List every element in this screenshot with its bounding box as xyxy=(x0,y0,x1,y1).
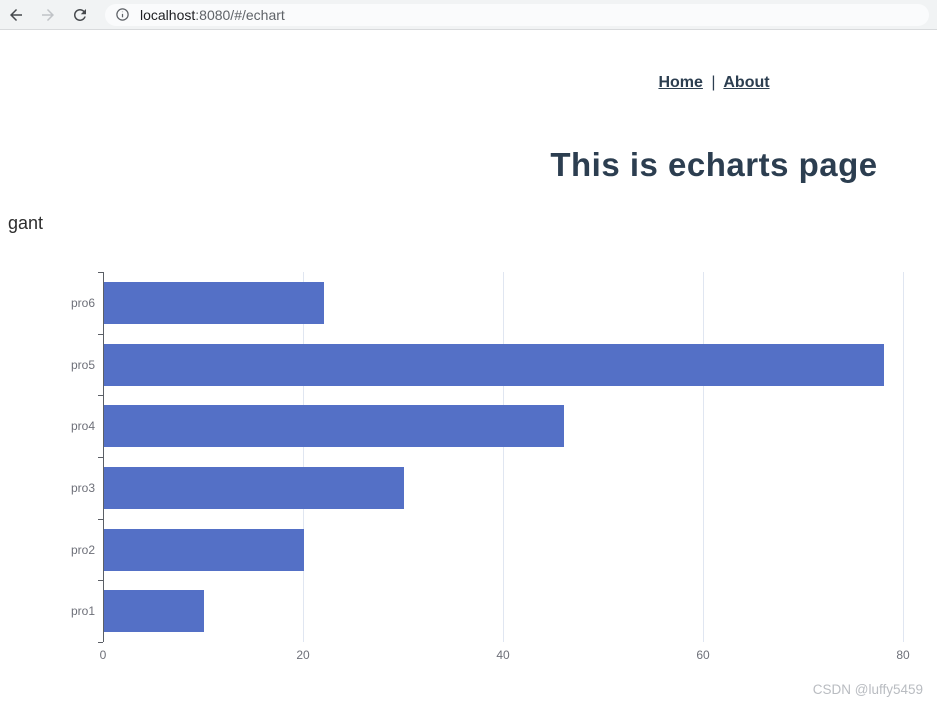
url-text: localhost:8080/#/echart xyxy=(140,7,285,23)
back-button[interactable] xyxy=(7,6,25,24)
browser-toolbar: localhost:8080/#/echart xyxy=(0,0,937,30)
bar-pro1 xyxy=(104,590,204,633)
y-axis-label: pro2 xyxy=(70,542,95,557)
nav-separator: | xyxy=(711,74,716,91)
bar-pro6 xyxy=(104,281,324,324)
x-axis-label: 60 xyxy=(696,648,710,662)
bar-pro2 xyxy=(104,528,304,571)
forward-button[interactable] xyxy=(39,6,57,24)
x-axis-label: 0 xyxy=(99,648,107,662)
x-axis-label: 80 xyxy=(896,648,910,662)
x-axis-label: 20 xyxy=(296,648,310,662)
url-bar[interactable]: localhost:8080/#/echart xyxy=(105,3,929,26)
forward-arrow-icon xyxy=(42,8,54,21)
y-axis-tick xyxy=(98,642,103,643)
url-host: localhost xyxy=(140,6,196,23)
bar-pro3 xyxy=(104,466,404,509)
gridline xyxy=(303,272,304,642)
nav-about-link[interactable]: About xyxy=(723,74,770,91)
gridline xyxy=(703,272,704,642)
chart-title: gant xyxy=(8,213,44,233)
main-nav: Home | About xyxy=(491,74,937,92)
page-title: This is echarts page xyxy=(550,146,878,183)
back-arrow-icon xyxy=(10,8,22,21)
y-axis-tick xyxy=(98,395,103,397)
reload-icon xyxy=(73,8,86,21)
reload-button[interactable] xyxy=(71,6,89,24)
bar-pro5 xyxy=(104,343,884,386)
gridline xyxy=(503,272,504,642)
y-axis-tick xyxy=(98,457,103,458)
watermark: CSDN @luffy5459 xyxy=(812,682,923,697)
x-axis-label: 40 xyxy=(496,648,510,662)
info-icon[interactable] xyxy=(115,7,130,22)
y-axis-line xyxy=(103,272,104,642)
y-axis-label: pro3 xyxy=(70,480,95,495)
y-axis-label: pro5 xyxy=(70,357,95,372)
url-path: :8080/#/echart xyxy=(195,6,285,23)
bar-chart: 0 20 40 60 80 pro1 pro2 pro3 pro4 pro5 pro6 xyxy=(0,250,937,670)
gridline xyxy=(903,272,904,642)
y-axis-tick xyxy=(98,518,103,520)
y-axis-tick xyxy=(98,580,103,582)
nav-home-link[interactable]: Home xyxy=(658,74,703,91)
y-axis-label: pro4 xyxy=(70,419,95,434)
y-axis-tick xyxy=(98,272,103,273)
y-axis-tick xyxy=(98,333,103,335)
y-axis-label: pro1 xyxy=(70,604,95,619)
y-axis-label: pro6 xyxy=(70,295,95,310)
bar-pro4 xyxy=(104,405,564,448)
